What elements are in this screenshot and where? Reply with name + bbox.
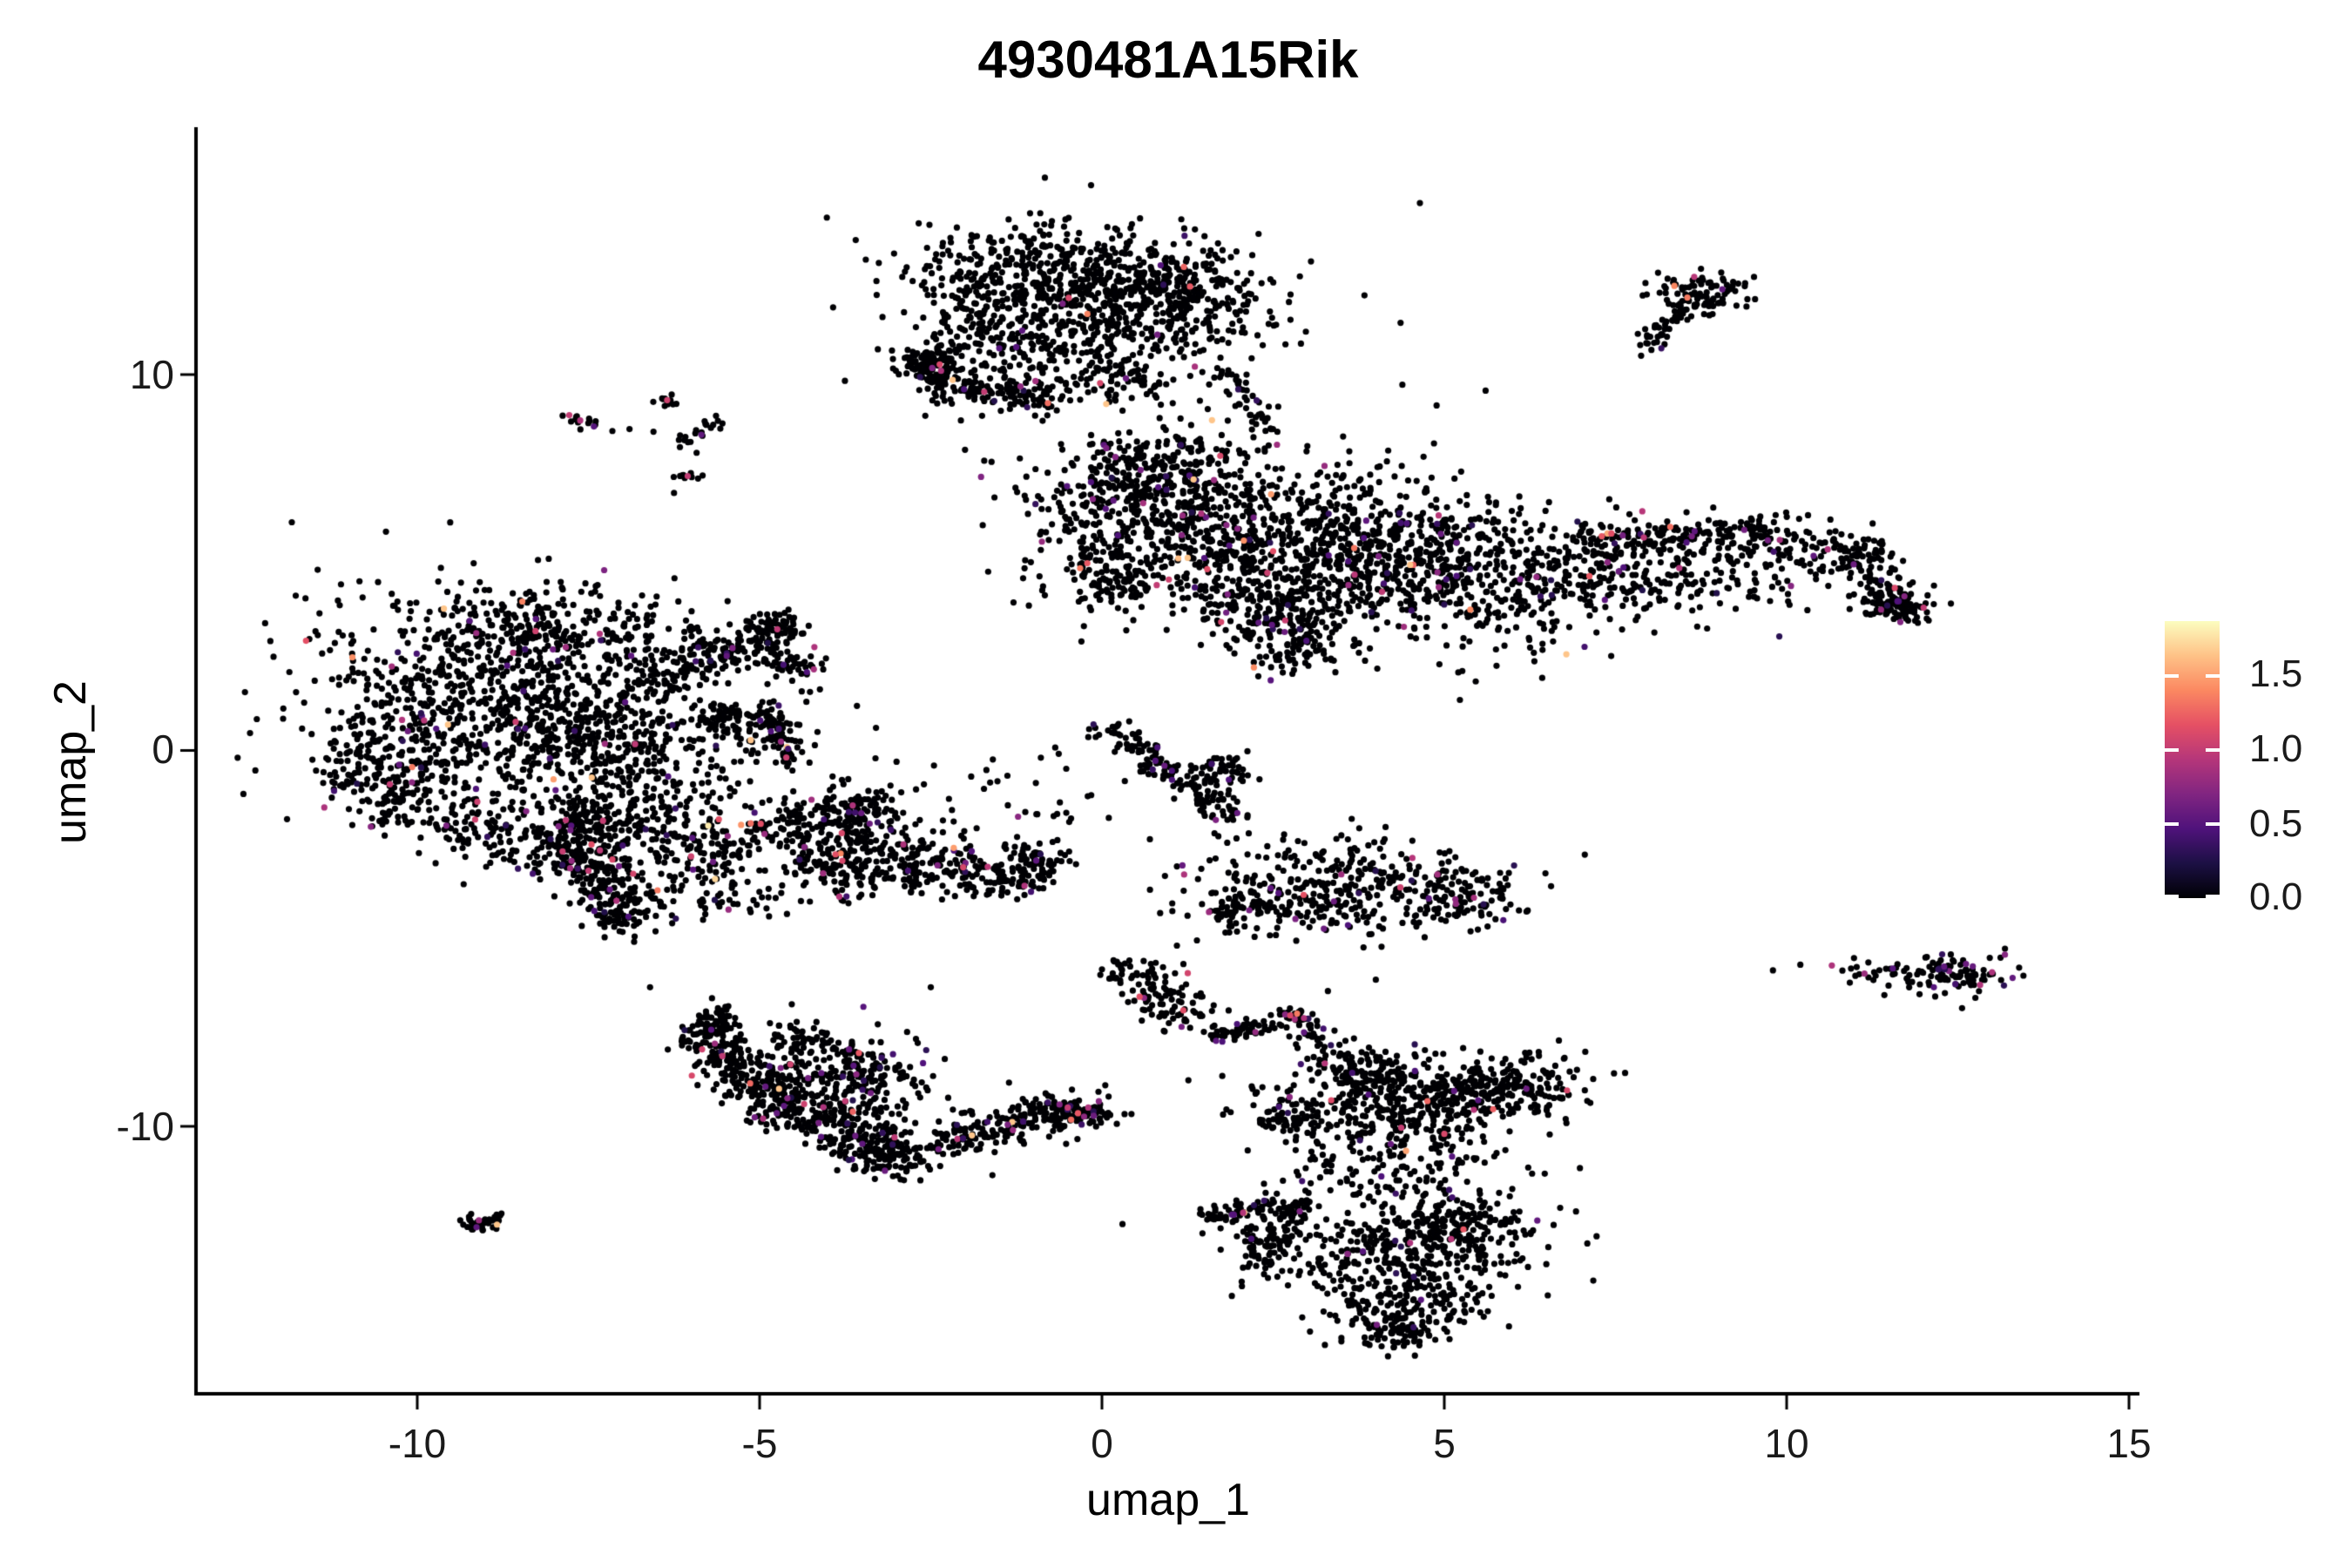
colorbar-tick-label: 0.0 <box>2249 875 2303 918</box>
colorbar-tick-label: 1.0 <box>2249 727 2303 770</box>
colorbar-tick-mark <box>2165 821 2179 826</box>
x-tick-label: -10 <box>388 1421 447 1466</box>
x-tick-label: 0 <box>1091 1421 1113 1466</box>
y-axis-title: umap_2 <box>45 680 96 844</box>
y-tick-label: -10 <box>116 1104 174 1149</box>
x-tick-label: 15 <box>2106 1421 2152 1466</box>
colorbar-tick-mark <box>2206 821 2220 826</box>
colorbar-gradient <box>2165 621 2220 898</box>
colorbar-tick-mark <box>2206 673 2220 678</box>
colorbar-tick-label: 0.5 <box>2249 802 2303 845</box>
y-tick-label: 10 <box>129 352 174 397</box>
colorbar-tick-mark <box>2165 895 2179 898</box>
colorbar-tick-mark <box>2206 747 2220 752</box>
x-axis-title: umap_1 <box>1086 1475 1250 1525</box>
y-tick-label: 0 <box>152 727 174 772</box>
x-tick-label: 10 <box>1764 1421 1809 1466</box>
x-tick-label: 5 <box>1433 1421 1456 1466</box>
plot-title: 4930481A15Rik <box>977 30 1359 89</box>
colorbar-tick-mark <box>2165 673 2179 678</box>
x-tick-label: -5 <box>741 1421 778 1466</box>
colorbar-tick-mark <box>2165 747 2179 752</box>
colorbar-tick-label: 1.5 <box>2249 652 2303 695</box>
colorbar-tick-mark <box>2206 895 2220 898</box>
